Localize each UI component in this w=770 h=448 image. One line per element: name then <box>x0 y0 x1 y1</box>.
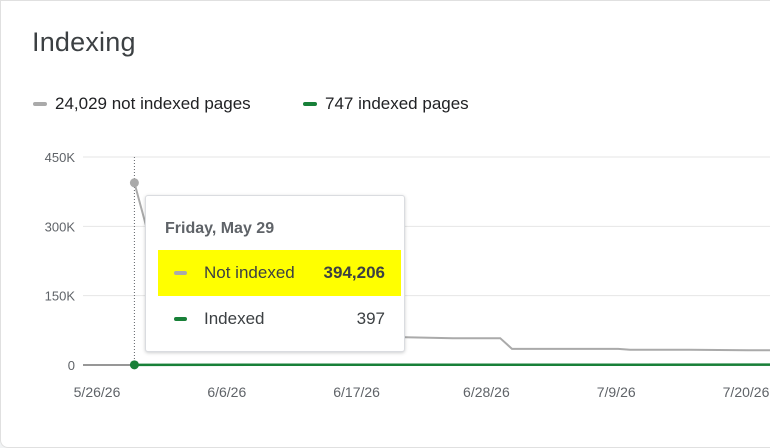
hover-point-indexed <box>130 360 139 369</box>
tooltip-value-not-indexed: 394,206 <box>324 263 385 283</box>
tooltip-label-not-indexed: Not indexed <box>204 263 324 283</box>
tooltip-value-indexed: 397 <box>357 309 385 329</box>
y-tick-label: 150K <box>45 289 76 304</box>
x-tick-label: 7/9/26 <box>597 384 636 400</box>
x-tick-label: 6/28/26 <box>463 384 510 400</box>
x-tick-label: 7/20/26 <box>723 384 770 400</box>
tooltip-swatch-indexed <box>174 317 187 321</box>
tooltip-row-not-indexed: Not indexed 394,206 <box>158 250 401 296</box>
x-tick-label: 6/6/26 <box>207 384 246 400</box>
x-tick-label: 5/26/26 <box>74 384 121 400</box>
y-tick-label: 300K <box>45 219 76 234</box>
y-tick-label: 0 <box>68 358 75 373</box>
tooltip-swatch-not-indexed <box>174 271 187 275</box>
tooltip-row-indexed: Indexed 397 <box>158 296 401 342</box>
hover-point-not-indexed <box>130 178 139 187</box>
y-tick-label: 450K <box>45 150 76 165</box>
tooltip-date: Friday, May 29 <box>165 220 274 238</box>
tooltip-label-indexed: Indexed <box>204 309 357 329</box>
x-tick-label: 6/17/26 <box>333 384 380 400</box>
chart-tooltip: Friday, May 29 Not indexed 394,206 Index… <box>145 195 405 352</box>
